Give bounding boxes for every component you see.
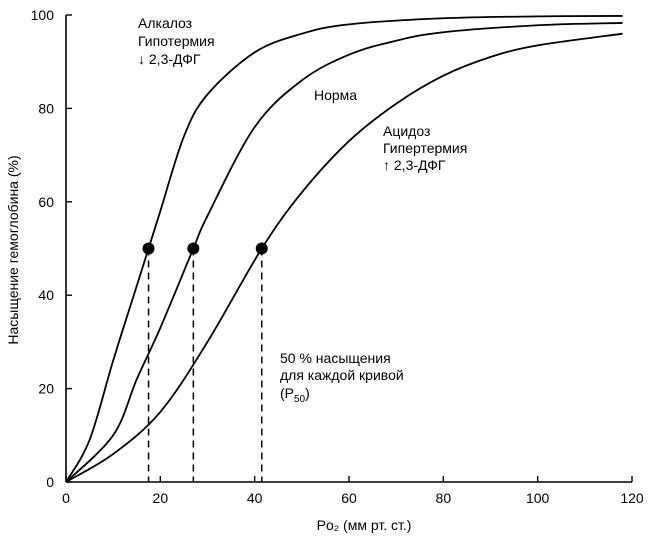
annotation-right-curve: Ацидоз Гипертермия ↑ 2,3-ДФГ xyxy=(383,123,467,173)
p50-note-line-1: 50 % насыщения xyxy=(280,350,391,366)
x-tick-label: 60 xyxy=(341,490,357,506)
y-tick-labels: 0 20 40 60 80 100 xyxy=(31,7,55,490)
annotation-right-line-2: Гипертермия xyxy=(383,140,467,156)
p50-point xyxy=(255,242,268,255)
curve-normal xyxy=(65,22,623,483)
p50-note-line-2: для каждой кривой xyxy=(280,367,404,383)
p50-points xyxy=(142,242,268,255)
y-axis-title: Насыщение гемоглобина (%) xyxy=(5,155,21,344)
annotation-middle-line-1: Норма xyxy=(314,87,357,103)
y-tick-label: 60 xyxy=(38,194,54,210)
annotation-left-line-2: Гипотермия xyxy=(138,33,215,49)
curve-acidosis xyxy=(65,32,623,483)
annotation-left-line-1: Алкалоз xyxy=(138,15,192,31)
x-tick-label: 20 xyxy=(153,490,169,506)
x-axis-title: Po₂ (мм рт. ст.) xyxy=(317,517,412,533)
y-tick-label: 80 xyxy=(38,100,54,116)
p50-point xyxy=(142,242,155,255)
annotation-right-line-1: Ацидоз xyxy=(383,123,430,139)
annotation-middle-curve: Норма xyxy=(314,87,357,103)
annotation-right-line-3: ↑ 2,3-ДФГ xyxy=(383,157,446,173)
p50-label-main: (P xyxy=(280,385,294,401)
x-tick-label: 100 xyxy=(526,490,550,506)
p50-point xyxy=(187,242,200,255)
p50-label-close: ) xyxy=(305,385,310,401)
x-tick-label: 0 xyxy=(62,490,70,506)
curves xyxy=(65,15,623,483)
y-tick-label: 100 xyxy=(31,7,55,23)
annotation-left-curve: Алкалоз Гипотермия ↓ 2,3-ДФГ xyxy=(138,15,215,67)
p50-note-line-3: (P50) xyxy=(280,385,310,405)
curve-alkalosis xyxy=(65,15,623,483)
tick-marks xyxy=(65,14,633,483)
x-tick-label: 40 xyxy=(247,490,263,506)
annotation-left-line-3: ↓ 2,3-ДФГ xyxy=(138,51,201,67)
y-tick-label: 20 xyxy=(38,381,54,397)
y-tick-label: 0 xyxy=(46,474,54,490)
y-tick-label: 40 xyxy=(38,287,54,303)
p50-dashed-lines xyxy=(147,248,263,482)
x-tick-label: 120 xyxy=(620,490,644,506)
x-tick-label: 80 xyxy=(436,490,452,506)
annotation-p50-note: 50 % насыщения для каждой кривой (P50) xyxy=(280,350,404,405)
x-tick-labels: 0 20 40 60 80 100 120 xyxy=(62,490,644,506)
p50-label-sub: 50 xyxy=(294,394,306,405)
